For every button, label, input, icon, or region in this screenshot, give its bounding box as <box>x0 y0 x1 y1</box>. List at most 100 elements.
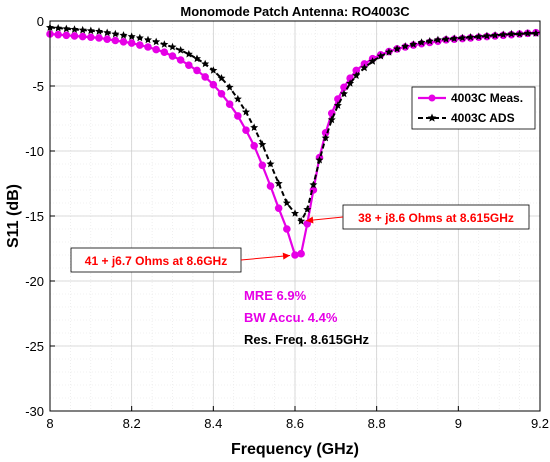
ticks: 8 8.2 8.4 8.6 8.8 9 9.2 0 -5 -10 -15 -20 -25 -30 <box>25 14 549 431</box>
y-tick-label: -5 <box>32 79 44 94</box>
data-point-circle <box>127 39 136 47</box>
data-point-star <box>303 205 312 213</box>
y-tick-label: -20 <box>25 274 44 289</box>
metrics-block: MRE 6.9% BW Accu. 4.4% Res. Freq. 8.615G… <box>244 288 369 347</box>
y-axis-label: S11 (dB) <box>5 184 22 248</box>
data-point-circle <box>103 35 111 44</box>
data-point-star <box>327 115 336 124</box>
data-point-star <box>340 89 348 98</box>
data-point-star <box>266 159 275 168</box>
legend-marker-measured <box>428 94 436 102</box>
annotation-text: 41 + j6.7 Ohms at 8.6GHz <box>85 254 227 268</box>
x-tick-label: 8.6 <box>286 416 304 431</box>
x-tick-label: 9.2 <box>531 416 549 431</box>
annotation-box <box>70 247 242 273</box>
data-point-star <box>442 35 451 43</box>
annotation-arrow-line <box>240 254 291 261</box>
data-point-star <box>466 33 475 41</box>
metric-resonant-frequency: Res. Freq. 8.615GHz <box>244 332 369 347</box>
data-point-star <box>433 35 442 44</box>
data-point-circle <box>136 41 144 49</box>
data-point-star <box>135 33 144 42</box>
data-point-star <box>315 155 324 164</box>
data-point-star <box>523 29 532 37</box>
x-tick-label: 8.4 <box>204 416 222 431</box>
data-point-circle <box>111 36 120 45</box>
data-point-star <box>119 31 128 39</box>
data-point-circle <box>274 204 283 212</box>
data-point-circle <box>70 32 79 40</box>
chart-title: Monomode Patch Antenna: RO4003C <box>180 4 410 19</box>
y-tick-label: -10 <box>25 144 44 159</box>
series-ads <box>46 23 540 225</box>
data-point-circle <box>283 225 291 233</box>
data-point-circle <box>291 251 299 259</box>
data-point-star <box>291 209 299 217</box>
annotations: 41 + j6.7 Ohms at 8.6GHz 38 + j8.6 Ohms a… <box>70 204 530 273</box>
data-point-circle <box>54 30 62 39</box>
data-point-star <box>474 32 483 40</box>
data-point-star <box>127 32 136 40</box>
data-point-star <box>360 63 369 72</box>
data-point-star <box>482 31 491 40</box>
data-point-star <box>95 27 103 35</box>
data-point-circle <box>225 100 234 108</box>
data-point-star <box>209 66 218 74</box>
data-point-circle <box>119 38 128 46</box>
data-point-star <box>321 133 330 142</box>
data-point-star <box>250 123 259 131</box>
data-point-circle <box>152 45 160 54</box>
data-point-star <box>193 54 201 63</box>
data-point-circle <box>176 56 185 64</box>
data-point-star <box>274 179 283 187</box>
data-point-star <box>217 74 226 82</box>
data-point-star <box>54 23 63 32</box>
annotation-arrow-head <box>306 216 314 224</box>
data-point-star <box>352 71 361 79</box>
y-tick-label: -25 <box>25 339 44 354</box>
data-point-circle <box>95 34 103 42</box>
data-point-star <box>258 140 267 148</box>
data-point-circle <box>87 33 95 42</box>
legend-label-measured: 4003C Meas. <box>451 91 523 105</box>
data-point-circle <box>217 90 226 98</box>
data-point-star <box>384 48 393 56</box>
annotation-arrow-head <box>282 252 291 260</box>
metric-bw-accuracy: BW Accu. 4.4% <box>244 310 338 325</box>
data-point-star <box>458 33 467 42</box>
y-tick-label: 0 <box>37 14 44 29</box>
metric-mre: MRE 6.9% <box>244 288 307 303</box>
data-point-star <box>333 101 342 109</box>
data-point-circle <box>160 48 169 57</box>
data-point-star <box>86 26 95 35</box>
data-point-star <box>393 44 402 53</box>
data-point-star <box>242 107 250 116</box>
y-tick-label: -15 <box>25 209 44 224</box>
x-tick-label: 8.8 <box>368 416 386 431</box>
annotation-8.6ghz: 41 + j6.7 Ohms at 8.6GHz <box>70 247 291 273</box>
data-point-circle <box>144 43 152 51</box>
legend-symbol-measured <box>418 94 446 102</box>
data-point-star <box>282 198 291 207</box>
data-point-circle <box>209 80 218 89</box>
data-point-star <box>491 31 500 39</box>
x-axis-label: Frequency (GHz) <box>231 441 359 458</box>
data-point-star <box>201 59 210 68</box>
data-point-star <box>225 83 234 91</box>
data-point-circle <box>78 32 87 41</box>
data-point-circle <box>242 126 250 134</box>
data-point-star <box>78 25 87 34</box>
data-point-star <box>450 34 459 42</box>
data-point-circle <box>266 182 275 190</box>
legend-symbol-ads <box>418 113 446 122</box>
data-point-circle <box>168 52 177 60</box>
data-point-circle <box>185 61 193 69</box>
data-point-star <box>515 29 524 38</box>
data-point-circle <box>250 142 258 150</box>
legend-label-ads: 4003C ADS <box>451 111 515 125</box>
data-point-star <box>103 28 112 37</box>
data-point-star <box>499 30 508 39</box>
data-point-star <box>417 38 426 46</box>
data-point-star <box>62 24 71 33</box>
